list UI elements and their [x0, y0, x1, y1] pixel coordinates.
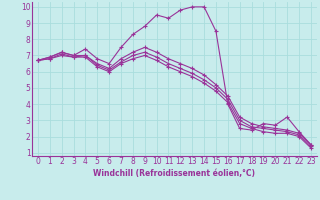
X-axis label: Windchill (Refroidissement éolien,°C): Windchill (Refroidissement éolien,°C) — [93, 169, 255, 178]
